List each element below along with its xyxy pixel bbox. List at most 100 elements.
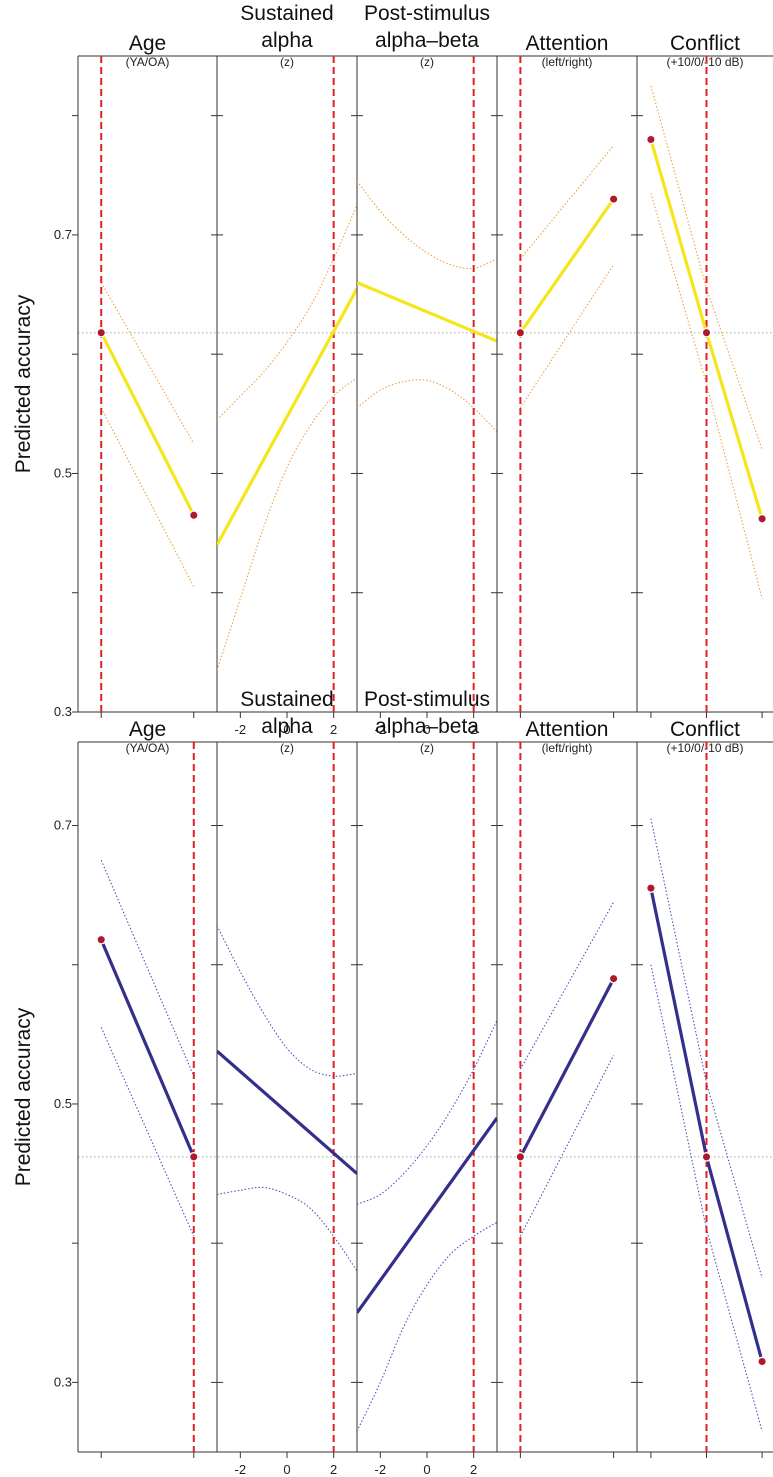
data-point bbox=[701, 1152, 712, 1162]
estimate-line bbox=[357, 1116, 497, 1314]
panel-post-stimulus-alpha-beta: Post-stimulus alpha–beta (z) -2 0 2 bbox=[351, 2, 497, 737]
ci-lower-line bbox=[519, 1054, 615, 1237]
panel-title: Attention bbox=[526, 718, 609, 741]
estimate-line bbox=[518, 977, 616, 1158]
data-point bbox=[608, 194, 619, 204]
x-tick-label: -2 bbox=[235, 722, 247, 737]
panel-post-stimulus-alpha-beta: Post-stimulus alpha–beta (z) -2 0 2 bbox=[351, 688, 497, 1477]
panel-title: alpha bbox=[261, 715, 313, 738]
panel-title: Sustained bbox=[240, 688, 333, 711]
panel-attention: Attention(left/right) bbox=[491, 718, 637, 1458]
y-tick-label: 0.3 bbox=[54, 1374, 72, 1389]
x-tick-label: 0 bbox=[283, 722, 290, 737]
ci-upper-line bbox=[217, 204, 357, 421]
panel-title: Conflict bbox=[670, 718, 740, 741]
ci-upper-line bbox=[357, 1020, 497, 1205]
panel-subtitle: (+10/0/-10 dB) bbox=[666, 55, 743, 69]
panel-subtitle: (YA/OA) bbox=[126, 741, 170, 755]
estimate-line bbox=[217, 287, 357, 546]
y-tick-label: 0.7 bbox=[54, 818, 72, 833]
chart-row-top: Predicted accuracy0.30.50.7Age(YA/OA)Sus… bbox=[12, 2, 773, 737]
panel-age: Age(YA/OA) bbox=[72, 32, 217, 718]
ci-upper-line bbox=[357, 180, 497, 270]
chart-row-bottom: Predicted accuracy0.30.50.7Age(YA/OA)Sus… bbox=[12, 688, 773, 1477]
panel-subtitle: (z) bbox=[280, 741, 294, 755]
panel-plot-area bbox=[217, 56, 357, 712]
panel-subtitle: (z) bbox=[420, 741, 434, 755]
y-tick-label: 0.5 bbox=[54, 465, 72, 480]
panel-title: Post-stimulus bbox=[364, 688, 490, 711]
data-point bbox=[701, 327, 712, 338]
estimate-line bbox=[649, 887, 764, 1362]
panel-title: Conflict bbox=[670, 32, 740, 55]
data-point bbox=[515, 1152, 526, 1162]
panel-plot-area bbox=[99, 742, 196, 1452]
panel-subtitle: (z) bbox=[420, 55, 434, 69]
panel-title: alpha–beta bbox=[375, 29, 479, 52]
ci-lower-line bbox=[650, 193, 763, 599]
ci-lower-line bbox=[519, 264, 615, 409]
x-tick-label: 0 bbox=[283, 1462, 290, 1477]
panel-sustained-alpha: Sustained alpha (z) -2 0 2 bbox=[211, 2, 357, 737]
panel-title: Age bbox=[129, 718, 166, 741]
ci-lower-line bbox=[357, 1221, 497, 1432]
ci-lower-line bbox=[217, 1186, 357, 1272]
panel-plot-area bbox=[99, 56, 196, 712]
ci-lower-line bbox=[357, 379, 497, 433]
panel-plot-area bbox=[649, 56, 764, 712]
estimate-line bbox=[519, 198, 615, 334]
panel-sustained-alpha: Sustained alpha (z) -2 0 2 bbox=[211, 688, 357, 1477]
ci-upper-line bbox=[100, 282, 195, 444]
x-tick-label: 2 bbox=[470, 1462, 477, 1477]
panel-subtitle: (YA/OA) bbox=[126, 55, 170, 69]
x-tick-label: 2 bbox=[330, 1462, 337, 1477]
data-point bbox=[96, 327, 107, 338]
x-tick-label: 0 bbox=[423, 1462, 430, 1477]
panel-attention: Attention(left/right) bbox=[491, 32, 637, 718]
x-tick-label: 2 bbox=[470, 722, 477, 737]
x-tick-label: 0 bbox=[423, 722, 430, 737]
x-tick-label: -2 bbox=[235, 1462, 247, 1477]
panel-plot-area bbox=[519, 56, 615, 712]
estimate-line bbox=[99, 939, 196, 1158]
data-point bbox=[96, 934, 107, 945]
panel-subtitle: (left/right) bbox=[542, 55, 593, 69]
ci-lower-line bbox=[100, 407, 195, 588]
ci-upper-line bbox=[519, 901, 615, 1070]
y-axis-label: Predicted accuracy bbox=[12, 294, 35, 473]
estimate-line bbox=[217, 1049, 357, 1175]
panel-title: Attention bbox=[526, 32, 609, 55]
panel-subtitle: (z) bbox=[280, 55, 294, 69]
panel-title: Sustained bbox=[240, 2, 333, 25]
panel-plot-area bbox=[357, 56, 497, 712]
y-tick-label: 0.7 bbox=[54, 227, 72, 242]
data-point bbox=[515, 327, 526, 338]
ci-upper-line bbox=[217, 925, 357, 1077]
panel-age: Age(YA/OA) bbox=[72, 718, 217, 1458]
data-point bbox=[188, 1152, 199, 1162]
panel-title: Age bbox=[129, 32, 166, 55]
data-point bbox=[757, 1356, 767, 1367]
data-point bbox=[646, 134, 656, 145]
data-point bbox=[646, 883, 656, 894]
panel-plot-area bbox=[217, 742, 357, 1452]
panel-title: alpha–beta bbox=[375, 715, 479, 738]
data-point bbox=[608, 973, 619, 984]
panel-plot-area bbox=[357, 742, 497, 1452]
ci-lower-line bbox=[217, 377, 357, 671]
panel-conflict: Conflict(+10/0/-10 dB) bbox=[631, 718, 773, 1458]
y-tick-label: 0.5 bbox=[54, 1096, 72, 1111]
panel-subtitle: (+10/0/-10 dB) bbox=[666, 741, 743, 755]
panel-title: Post-stimulus bbox=[364, 2, 490, 25]
y-tick-label: 0.3 bbox=[54, 704, 72, 719]
data-point bbox=[757, 513, 767, 524]
panel-plot-area bbox=[518, 742, 616, 1452]
x-tick-label: -2 bbox=[375, 722, 387, 737]
panel-plot-area bbox=[649, 742, 764, 1452]
ci-upper-line bbox=[100, 860, 195, 1077]
y-axis-label: Predicted accuracy bbox=[12, 1007, 35, 1186]
x-tick-label: -2 bbox=[375, 1462, 387, 1477]
panel-conflict: Conflict(+10/0/-10 dB) bbox=[631, 32, 773, 718]
data-point bbox=[188, 510, 199, 521]
